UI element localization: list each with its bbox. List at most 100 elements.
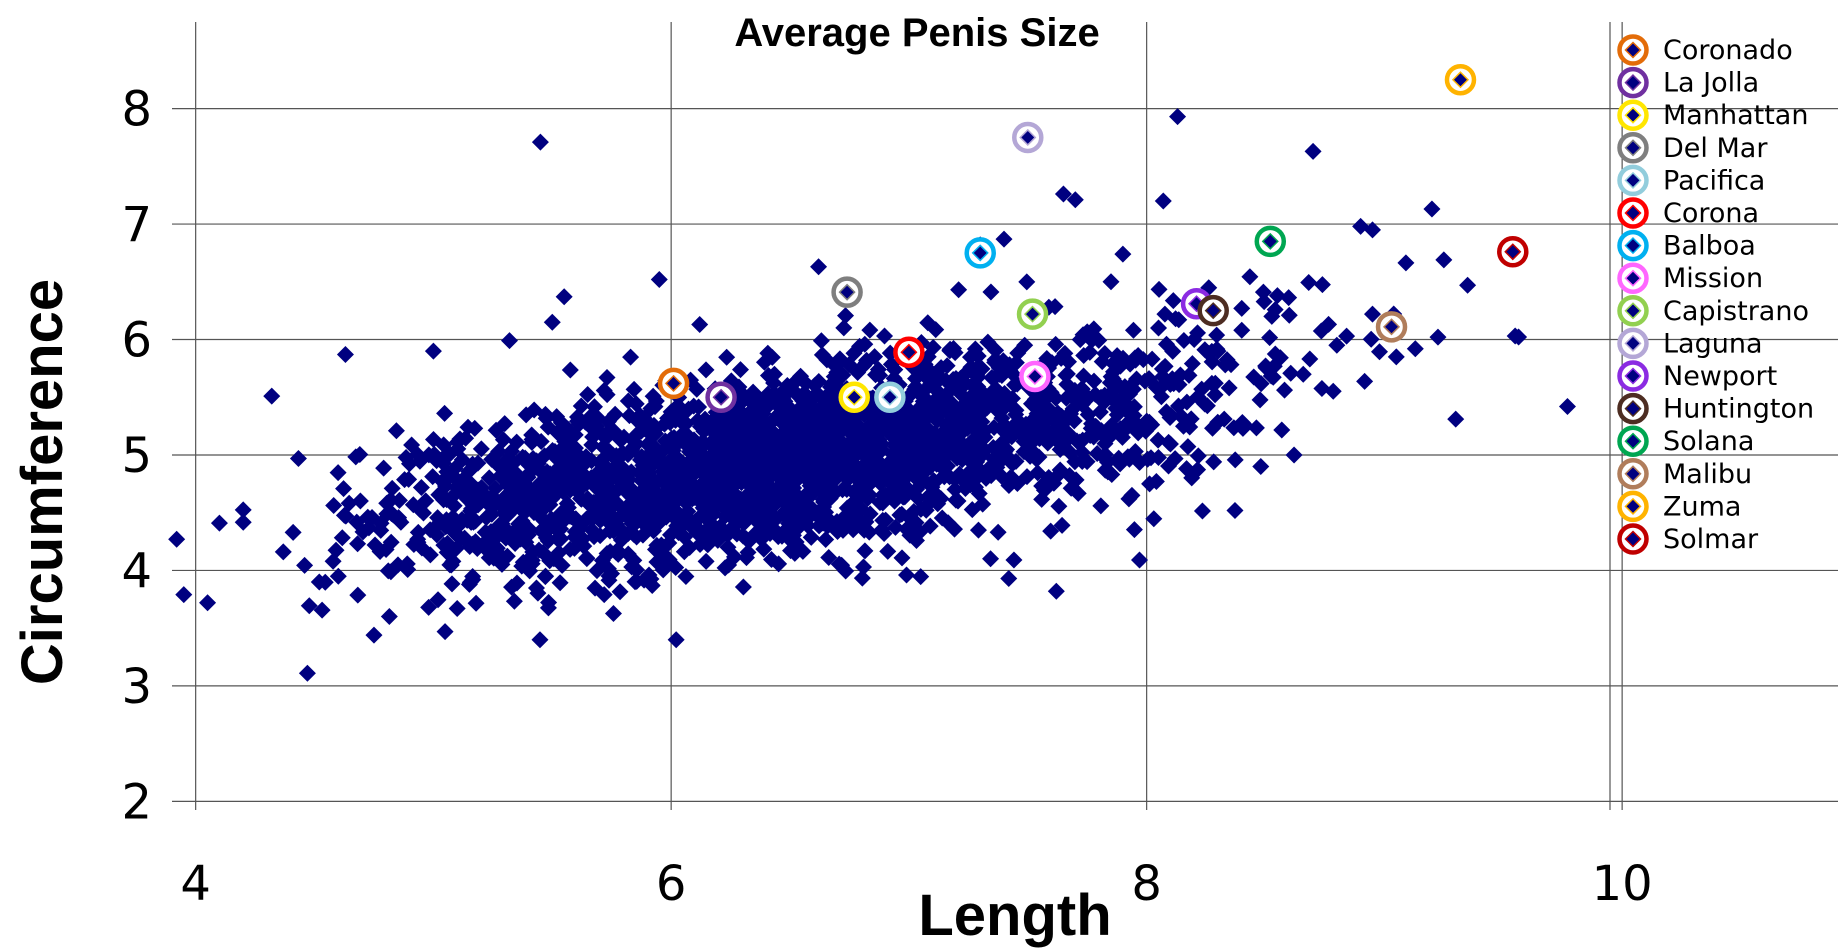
data-point — [734, 578, 752, 596]
data-point — [263, 387, 281, 405]
data-point — [581, 492, 599, 510]
data-point — [421, 521, 439, 539]
data-point — [983, 369, 1001, 387]
data-point — [667, 631, 685, 649]
data-point — [365, 626, 383, 644]
data-point — [639, 435, 657, 453]
data-point — [325, 497, 343, 515]
data-point — [1178, 393, 1196, 411]
data-point — [546, 443, 564, 461]
data-point — [1120, 490, 1138, 508]
data-point — [1406, 340, 1424, 358]
data-point — [462, 475, 480, 493]
data-point — [499, 525, 517, 543]
data-point — [1003, 389, 1021, 407]
data-point — [434, 454, 452, 472]
data-point — [913, 386, 931, 404]
data-point — [284, 523, 302, 541]
data-point — [1206, 374, 1224, 392]
data-point — [889, 438, 907, 456]
data-point — [324, 552, 342, 570]
legend-diamond — [1624, 367, 1642, 385]
legend-diamond — [1624, 41, 1642, 59]
highlight-solana — [1254, 225, 1287, 258]
data-point — [861, 321, 879, 339]
data-point — [854, 558, 872, 576]
data-point — [1010, 412, 1028, 430]
data-point — [468, 539, 486, 557]
data-point — [722, 508, 740, 526]
legend-item: Malibu — [1617, 458, 1752, 490]
data-point — [619, 446, 637, 464]
data-point — [351, 492, 369, 510]
data-point — [424, 342, 442, 360]
data-point — [656, 455, 674, 473]
data-point — [366, 536, 384, 554]
data-point — [1280, 289, 1298, 307]
data-point — [1083, 331, 1101, 349]
data-point — [1140, 413, 1158, 431]
legend-label: Mission — [1663, 263, 1763, 294]
data-point — [859, 472, 877, 490]
data-point — [1145, 510, 1163, 528]
data-point — [953, 451, 971, 469]
data-point — [611, 583, 629, 601]
data-point — [1058, 375, 1076, 393]
data-point — [1125, 521, 1143, 539]
data-point — [951, 465, 969, 483]
data-point — [441, 556, 459, 574]
data-point — [691, 316, 709, 334]
data-point — [728, 424, 746, 442]
data-point — [652, 536, 670, 554]
data-point — [508, 433, 526, 451]
data-point — [933, 509, 951, 527]
data-point — [986, 351, 1004, 369]
legend-item: Huntington — [1617, 392, 1814, 425]
legend-diamond — [1624, 302, 1642, 320]
data-point — [1198, 397, 1216, 415]
data-point — [853, 569, 871, 587]
data-point — [830, 464, 848, 482]
data-point — [1233, 299, 1251, 317]
data-point — [893, 549, 911, 567]
data-point — [1459, 276, 1477, 294]
data-point — [781, 474, 799, 492]
data-point — [1157, 335, 1175, 353]
data-point — [879, 542, 897, 560]
data-point — [1208, 326, 1226, 344]
data-point — [1121, 378, 1139, 396]
highlight-malibu — [1375, 311, 1408, 343]
data-point — [1252, 458, 1270, 476]
data-point — [1056, 344, 1074, 362]
data-point — [467, 594, 485, 612]
data-point — [1006, 376, 1024, 394]
data-point — [494, 431, 512, 449]
data-point — [500, 332, 518, 350]
data-point — [1032, 393, 1050, 411]
data-point — [1313, 276, 1331, 294]
legend-label: Del Mar — [1663, 133, 1768, 164]
legend-label: Huntington — [1663, 394, 1814, 425]
data-point — [436, 623, 454, 641]
data-point — [876, 327, 894, 345]
data-point — [759, 367, 777, 385]
legend-item: La Jolla — [1617, 66, 1759, 99]
data-point — [1506, 327, 1524, 345]
data-point — [392, 513, 410, 531]
data-point — [1058, 365, 1076, 383]
data-point — [448, 600, 466, 618]
data-point — [1209, 413, 1227, 431]
data-point — [953, 386, 971, 404]
data-point — [1088, 444, 1106, 462]
data-point — [382, 533, 400, 551]
data-point — [949, 492, 967, 510]
data-point — [199, 594, 217, 612]
data-point — [1009, 344, 1027, 362]
data-point — [747, 417, 765, 435]
data-point — [945, 377, 963, 395]
data-point — [770, 555, 788, 573]
data-point — [1156, 305, 1174, 323]
highlight-balboa — [964, 237, 996, 269]
data-point — [1233, 321, 1251, 339]
data-point — [586, 579, 604, 597]
